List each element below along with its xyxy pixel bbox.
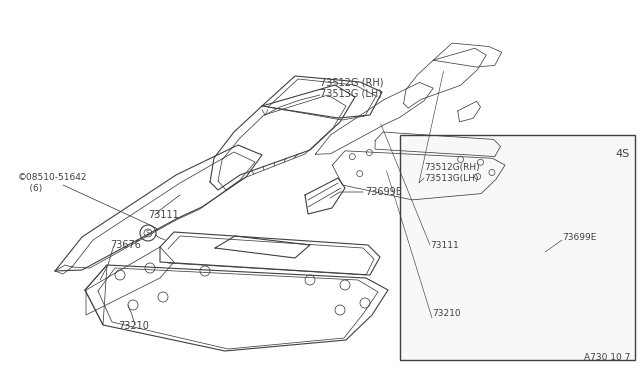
Text: 73210: 73210 (432, 308, 461, 317)
Text: A730 10 7: A730 10 7 (584, 353, 630, 362)
Text: 73676: 73676 (110, 240, 141, 250)
Bar (400, 135, 635, 360)
Text: S: S (146, 230, 150, 236)
Text: 73699E: 73699E (365, 187, 402, 197)
Text: 4S: 4S (616, 149, 630, 159)
Text: 73512G (RH)
73513G (LH): 73512G (RH) 73513G (LH) (320, 77, 383, 99)
Text: 73210: 73210 (118, 321, 149, 331)
Text: ©08510-51642
    (6): ©08510-51642 (6) (18, 173, 88, 193)
Text: 73111: 73111 (148, 210, 179, 220)
Text: 73512G(RH)
73513G(LH): 73512G(RH) 73513G(LH) (424, 163, 479, 183)
Text: 73699E: 73699E (562, 232, 596, 241)
Text: 73111: 73111 (430, 241, 459, 250)
